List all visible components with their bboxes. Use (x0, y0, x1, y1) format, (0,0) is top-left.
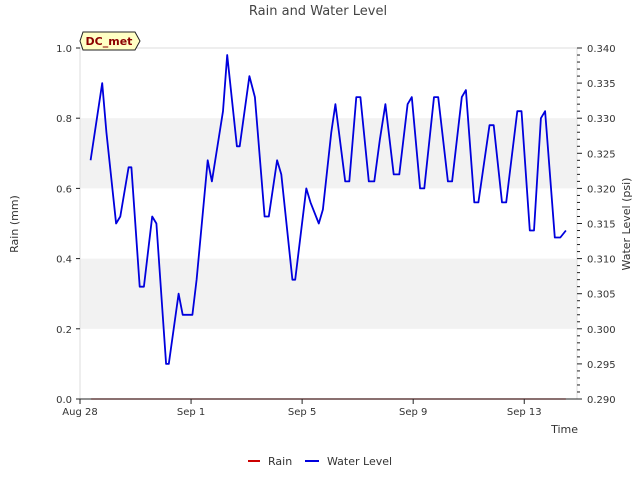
y-right-tick-label: 0.315 (587, 220, 616, 231)
y-right-tick-label: 0.305 (587, 290, 616, 301)
y-left-tick-label: 0.8 (56, 114, 72, 125)
y-axis-label-left: Rain (mm) (8, 195, 21, 253)
y-right-tick-label: 0.325 (587, 149, 616, 160)
legend: Rain Water Level (248, 455, 392, 468)
series-line-water-level (89, 54, 567, 365)
y-right-tick-label: 0.300 (587, 325, 616, 336)
x-tick-label: Sep 9 (399, 407, 427, 418)
y-left-tick-label: 0.2 (56, 325, 72, 336)
y-left-tick-label: 0.0 (56, 395, 72, 406)
y-right-tick-label: 0.335 (587, 79, 616, 90)
chart-title: Rain and Water Level (249, 4, 387, 19)
x-axis-label: Time (550, 423, 578, 436)
y-left-tick-label: 0.4 (56, 255, 72, 266)
badge-label: DC_met (86, 35, 133, 48)
x-tick-label: Sep 13 (507, 407, 542, 418)
legend-label: Rain (268, 455, 292, 468)
y-right-tick-label: 0.295 (587, 360, 616, 371)
station-badge: DC_met (79, 31, 141, 51)
y-right-tick-label: 0.340 (587, 44, 616, 55)
y-right-tick-label: 0.330 (587, 114, 616, 125)
x-tick-label: Sep 5 (288, 407, 316, 418)
x-tick-label: Aug 28 (62, 407, 97, 418)
y-left-tick-label: 0.6 (56, 184, 72, 195)
y-right-tick-label: 0.320 (587, 184, 616, 195)
x-tick-label: Sep 1 (177, 407, 205, 418)
shaded-band (80, 258, 577, 329)
y-axis-label-right: Water Level (psi) (620, 178, 633, 271)
badge-shape (79, 31, 141, 51)
y-right-tick-label: 0.290 (587, 395, 616, 406)
y-left-tick-label: 1.0 (56, 44, 72, 55)
legend-label: Water Level (327, 455, 392, 468)
y-right-tick-label: 0.310 (587, 255, 616, 266)
